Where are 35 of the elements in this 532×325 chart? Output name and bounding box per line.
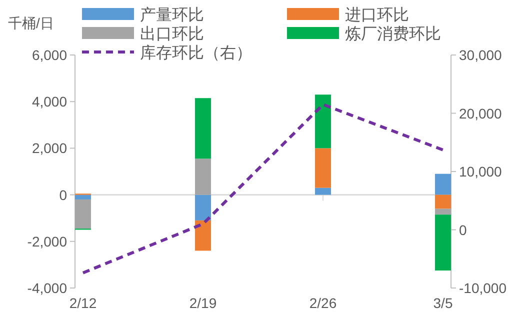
y-tick-label: 2,000 [32,140,68,156]
y2-tick-label: -10,000 [459,280,507,296]
y-tick-label: -2,000 [27,233,68,250]
y2-tick-label: 0 [459,222,467,238]
x-tick-label: 2/19 [189,295,217,311]
bar [435,208,451,215]
y2-tick-label: 10,000 [459,164,502,180]
bar [435,174,451,195]
legend-label: 出口环比 [140,25,204,43]
legend-label: 进口环比 [345,6,409,24]
bar [435,214,451,271]
x-tick-label: 2/12 [69,295,97,311]
bar [435,194,451,209]
bar [195,98,211,159]
legend-label: 产量环比 [140,6,204,24]
bar [75,199,91,229]
bar [195,158,211,195]
bar [315,94,331,148]
legend-label: 炼厂消费环比 [345,25,441,43]
y-tick-label: 4,000 [32,94,68,110]
y-tick-label: -4,000 [27,280,68,296]
x-tick-label: 2/26 [309,295,337,311]
bar [195,220,211,251]
y2-tick-label: 20,000 [459,105,502,122]
x-tick-label: 3/5 [433,295,453,311]
bar [195,194,211,220]
bar [75,194,91,200]
bar [315,188,331,195]
y-tick-label: 6,000 [32,47,68,63]
y-axis-title: 千桶/日 [8,15,54,31]
y-tick-label: 0 [59,186,68,203]
y2-tick-label: 30,000 [459,47,502,63]
bar [315,148,331,188]
legend-label: 库存环比（右） [140,44,252,62]
line-series [82,103,444,274]
